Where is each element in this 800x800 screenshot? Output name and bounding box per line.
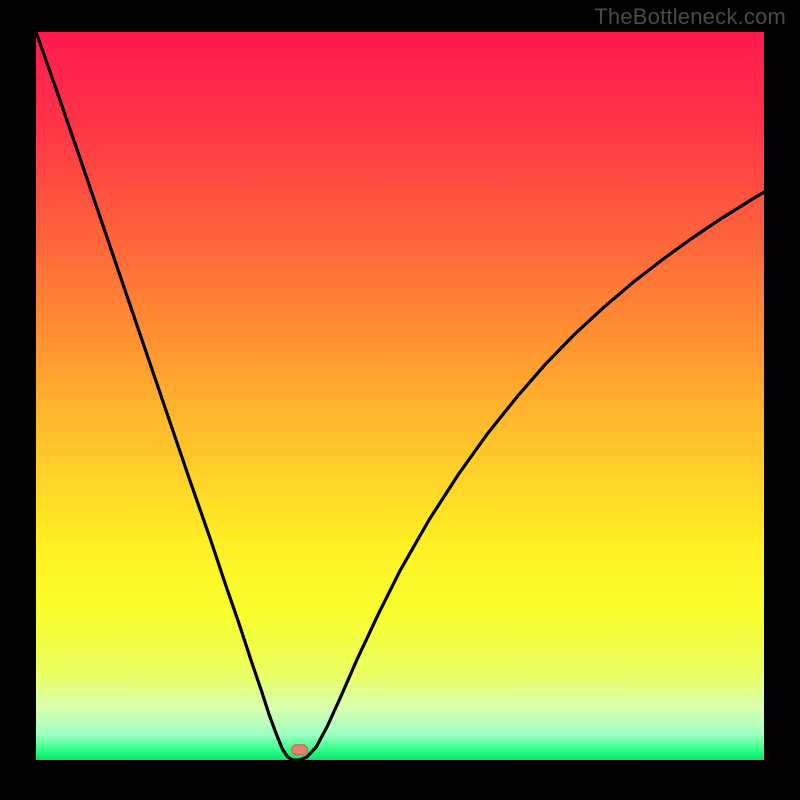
- chart-frame: TheBottleneck.com: [0, 0, 800, 800]
- curve-path: [36, 32, 764, 760]
- bottleneck-curve: [36, 32, 764, 760]
- watermark-text: TheBottleneck.com: [594, 4, 786, 30]
- optimal-point-marker: [292, 745, 308, 755]
- plot-area: [36, 32, 764, 760]
